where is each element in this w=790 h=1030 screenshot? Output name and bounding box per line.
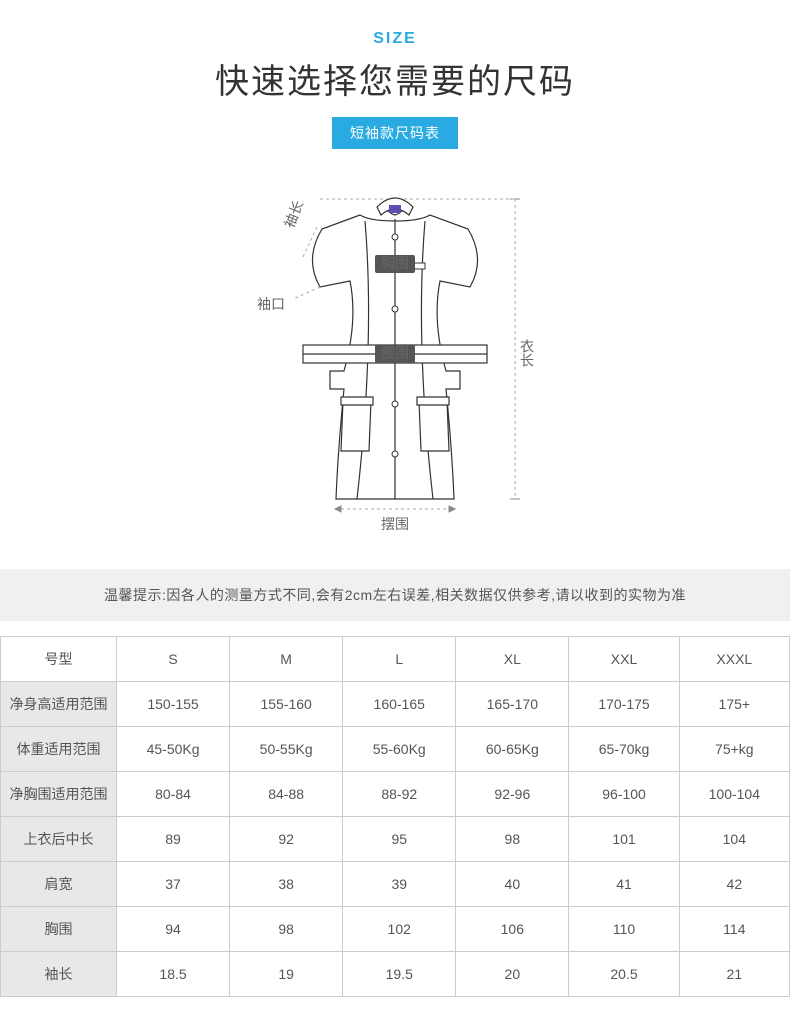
cell: 150-155: [117, 682, 230, 727]
garment-diagram: 衣长 袖长 袖口: [0, 169, 790, 549]
cell: 50-55Kg: [230, 727, 343, 772]
cell: 38: [230, 862, 343, 907]
row-label: 肩宽: [1, 862, 117, 907]
size-table: 号型 SMLXLXXLXXXL 净身高适用范围150-155155-160160…: [0, 636, 790, 997]
cell: 45-50Kg: [117, 727, 230, 772]
cell: 92: [230, 817, 343, 862]
cell: 102: [343, 907, 456, 952]
row-label: 净身高适用范围: [1, 682, 117, 727]
cell: 114: [679, 907, 789, 952]
cell: 75+kg: [679, 727, 789, 772]
cell: 37: [117, 862, 230, 907]
notice-bar: 温馨提示:因各人的测量方式不同,会有2cm左右误差,相关数据仅供参考,请以收到的…: [0, 569, 790, 621]
cell: 55-60Kg: [343, 727, 456, 772]
cell: 104: [679, 817, 789, 862]
table-header-row: 号型 SMLXLXXLXXXL: [1, 637, 790, 682]
row-label: 体重适用范围: [1, 727, 117, 772]
cell: 20.5: [569, 952, 679, 997]
cell: 101: [569, 817, 679, 862]
cell: 155-160: [230, 682, 343, 727]
label-bust-text: 胸围: [381, 255, 409, 271]
label-hem: 摆围: [381, 516, 409, 532]
size-col-header: M: [230, 637, 343, 682]
cell: 175+: [679, 682, 789, 727]
cell: 19: [230, 952, 343, 997]
row-label: 袖长: [1, 952, 117, 997]
cell: 89: [117, 817, 230, 862]
label-body-length: 衣长: [519, 339, 535, 367]
table-corner: 号型: [1, 637, 117, 682]
size-col-header: S: [117, 637, 230, 682]
table-row: 胸围9498102106110114: [1, 907, 790, 952]
table-row: 体重适用范围45-50Kg50-55Kg55-60Kg60-65Kg65-70k…: [1, 727, 790, 772]
cell: 98: [456, 817, 569, 862]
main-title: 快速选择您需要的尺码: [0, 54, 790, 103]
cell: 106: [456, 907, 569, 952]
table-row: 肩宽373839404142: [1, 862, 790, 907]
cell: 96-100: [569, 772, 679, 817]
row-label: 净胸围适用范围: [1, 772, 117, 817]
cell: 94: [117, 907, 230, 952]
cell: 98: [230, 907, 343, 952]
cell: 18.5: [117, 952, 230, 997]
table-row: 净身高适用范围150-155155-160160-165165-170170-1…: [1, 682, 790, 727]
cell: 110: [569, 907, 679, 952]
table-row: 上衣后中长89929598101104: [1, 817, 790, 862]
cell: 100-104: [679, 772, 789, 817]
cell: 40: [456, 862, 569, 907]
cell: 21: [679, 952, 789, 997]
cell: 80-84: [117, 772, 230, 817]
size-col-header: XXL: [569, 637, 679, 682]
cell: 165-170: [456, 682, 569, 727]
label-waist: 腰围: [381, 345, 409, 361]
label-sleeve-length: 袖长: [281, 198, 306, 230]
label-cuff: 袖口: [257, 296, 285, 312]
cell: 84-88: [230, 772, 343, 817]
row-label: 胸围: [1, 907, 117, 952]
size-col-header: XL: [456, 637, 569, 682]
table-row: 袖长18.51919.52020.521: [1, 952, 790, 997]
cell: 20: [456, 952, 569, 997]
cell: 160-165: [343, 682, 456, 727]
size-col-header: XXXL: [679, 637, 789, 682]
cell: 170-175: [569, 682, 679, 727]
cell: 39: [343, 862, 456, 907]
badge: 短袖款尺码表: [332, 117, 458, 149]
cell: 60-65Kg: [456, 727, 569, 772]
table-body: 净身高适用范围150-155155-160160-165165-170170-1…: [1, 682, 790, 997]
cell: 65-70kg: [569, 727, 679, 772]
cell: 95: [343, 817, 456, 862]
cell: 41: [569, 862, 679, 907]
cell: 19.5: [343, 952, 456, 997]
cell: 88-92: [343, 772, 456, 817]
row-label: 上衣后中长: [1, 817, 117, 862]
cell: 42: [679, 862, 789, 907]
table-row: 净胸围适用范围80-8484-8888-9292-9696-100100-104: [1, 772, 790, 817]
size-small-label: SIZE: [0, 30, 790, 48]
header: SIZE 快速选择您需要的尺码 短袖款尺码表: [0, 0, 790, 149]
cell: 92-96: [456, 772, 569, 817]
size-col-header: L: [343, 637, 456, 682]
